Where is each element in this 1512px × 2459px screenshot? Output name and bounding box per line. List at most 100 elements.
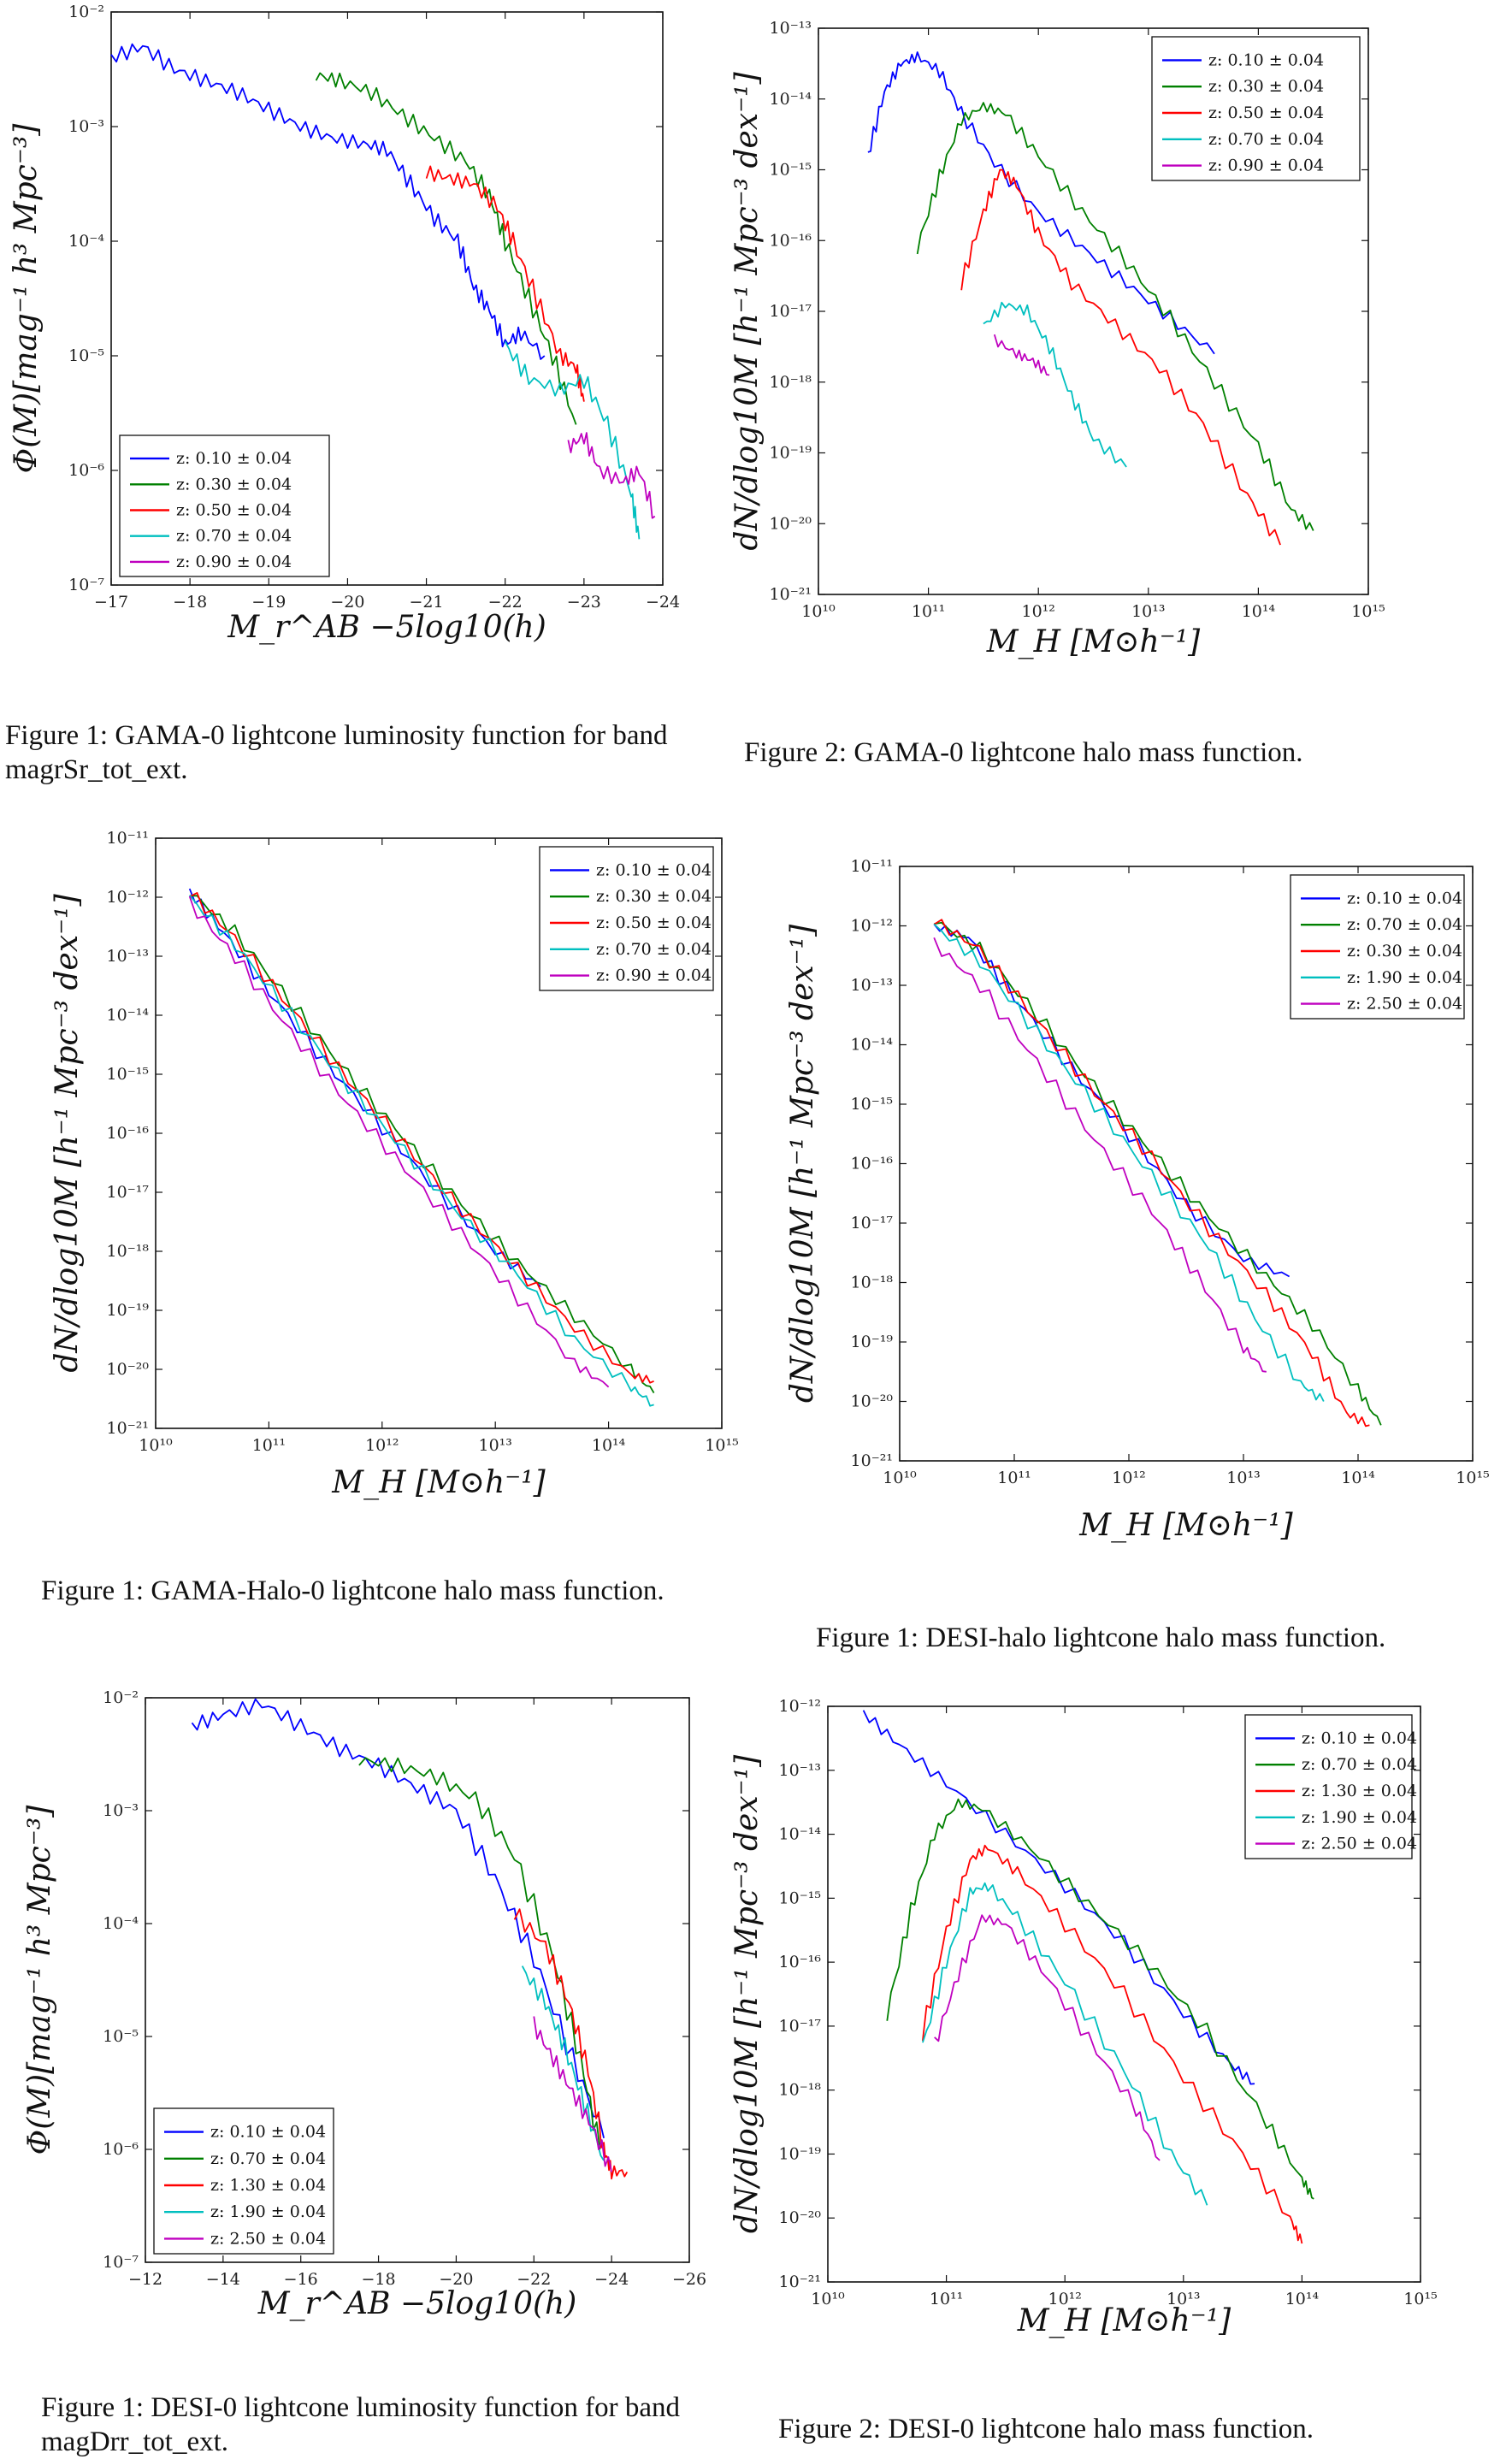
- x-tick-label: 10¹¹: [997, 1469, 1031, 1487]
- legend-label: z: 0.70 ± 0.04: [1347, 915, 1462, 934]
- y-tick-label: 10⁻⁷: [68, 576, 104, 594]
- y-tick-label: 10⁻⁶: [103, 2140, 139, 2159]
- y-axis-label: dN/dlog10M [h⁻¹ Mpc⁻³ dex⁻¹]: [785, 924, 820, 1403]
- y-tick-label: 10⁻¹⁸: [107, 1242, 150, 1261]
- x-tick-label: −21: [410, 593, 444, 612]
- legend-label: z: 0.90 ± 0.04: [176, 553, 292, 571]
- chart-desi0-luminosity-function: −12 −14 −16 −18 −20 −22 −24 −26 10⁻⁷ 10⁻⁶ 10⁻⁵ 10⁻⁴…: [0, 1676, 735, 2378]
- y-tick-label: 10⁻⁴: [103, 1914, 139, 1933]
- series-line-4: [934, 1914, 1161, 2161]
- x-tick-label: 10¹¹: [252, 1436, 286, 1455]
- y-tick-label: 10⁻¹⁵: [851, 1095, 893, 1114]
- x-axis-label: M_H [M⊙h⁻¹]: [1078, 1508, 1293, 1543]
- x-tick-label: −24: [594, 2270, 629, 2289]
- x-tick-label: −18: [362, 2270, 396, 2289]
- series-line-4: [533, 2016, 612, 2172]
- legend-label: z: 0.10 ± 0.04: [210, 2123, 326, 2142]
- y-tick-label: 10⁻³: [103, 1801, 139, 1820]
- y-tick-label: 10⁻¹⁶: [770, 231, 812, 250]
- y-tick-label: 10⁻⁵: [68, 346, 104, 365]
- figure-caption-2: Figure 1: GAMA-Halo-0 lightcone halo mas…: [41, 1575, 664, 1606]
- x-tick-label: 10¹¹: [912, 602, 945, 621]
- legend-label: z: 0.10 ± 0.04: [596, 860, 712, 879]
- series-line-3: [504, 340, 641, 540]
- y-axis-label: Φ(M)[mag⁻¹ h³ Mpc⁻³]: [9, 123, 44, 474]
- legend-label: z: 0.70 ± 0.04: [176, 527, 292, 546]
- x-tick-label: −26: [672, 2270, 706, 2289]
- series-line-4: [188, 896, 610, 1388]
- legend-label: z: 0.30 ± 0.04: [176, 475, 292, 494]
- chart-desi-halo-mass-function: 10¹⁰ 10¹¹ 10¹² 10¹³ 10¹⁴ 10¹⁵ 10⁻²¹ 10⁻²⁰ 10⁻¹⁹ 1…: [735, 851, 1512, 1587]
- y-tick-label: 10⁻⁷: [103, 2253, 139, 2272]
- y-tick-label: 10⁻¹³: [770, 19, 812, 38]
- y-tick-label: 10⁻¹⁵: [107, 1065, 149, 1084]
- legend-label: z: 0.10 ± 0.04: [1208, 50, 1324, 69]
- legend-label: z: 0.30 ± 0.04: [1208, 77, 1324, 96]
- x-tick-label: −17: [94, 593, 128, 612]
- chart-gama0-halo-mass-function: 10¹⁰ 10¹¹ 10¹² 10¹³ 10¹⁴ 10¹⁵ 10⁻²¹ 10⁻²⁰ 10⁻¹⁹ 1…: [729, 0, 1512, 684]
- y-tick-label: 10⁻¹⁴: [770, 90, 812, 109]
- y-tick-label: 10⁻⁶: [68, 461, 104, 480]
- x-tick-label: −22: [488, 593, 523, 612]
- chart-2-svg: 10¹⁰ 10¹¹ 10¹² 10¹³ 10¹⁴ 10¹⁵ 10⁻²¹ 10⁻²⁰ 10⁻¹⁹ 1…: [50, 829, 739, 1500]
- series-line-1: [189, 895, 655, 1394]
- y-tick-label: 10⁻¹⁹: [779, 2144, 822, 2163]
- y-tick-label: 10⁻¹⁴: [107, 1006, 150, 1025]
- chart-desi0-halo-mass-function: 10¹⁰ 10¹¹ 10¹² 10¹³ 10¹⁴ 10¹⁵ 10⁻²¹ 10⁻²⁰ 10⁻¹⁹ 1…: [729, 1685, 1512, 2378]
- x-tick-label: −16: [284, 2270, 318, 2289]
- legend-label: z: 2.50 ± 0.04: [210, 2229, 326, 2248]
- legend-label: z: 0.70 ± 0.04: [1208, 130, 1324, 149]
- legend-label: z: 1.30 ± 0.04: [1302, 1782, 1417, 1800]
- series-line-2: [933, 919, 1370, 1428]
- y-tick-label: 10⁻¹⁶: [851, 1155, 894, 1173]
- y-tick-label: 10⁻¹²: [851, 917, 893, 936]
- legend-label: z: 1.30 ± 0.04: [210, 2176, 326, 2195]
- y-tick-label: 10⁻¹⁶: [107, 1124, 150, 1143]
- series-line-2: [922, 1844, 1303, 2244]
- x-tick-label: 10¹²: [1021, 602, 1054, 621]
- series-line-3: [983, 301, 1127, 468]
- y-tick-label: 10⁻¹⁹: [770, 444, 812, 463]
- y-axis-label: dN/dlog10M [h⁻¹ Mpc⁻³ dex⁻¹]: [729, 1754, 765, 2233]
- chart-1-svg: 10¹⁰ 10¹¹ 10¹² 10¹³ 10¹⁴ 10¹⁵ 10⁻²¹ 10⁻²⁰ 10⁻¹⁹ 1…: [729, 19, 1385, 659]
- y-tick-label: 10⁻¹⁷: [851, 1214, 894, 1232]
- y-tick-label: 10⁻¹⁴: [779, 1825, 822, 1844]
- series-line-3: [521, 1965, 605, 2161]
- legend-label: z: 0.70 ± 0.04: [596, 940, 712, 959]
- x-tick-label: −24: [646, 593, 680, 612]
- x-tick-label: 10¹⁴: [1285, 2290, 1320, 2308]
- legend-label: z: 0.30 ± 0.04: [596, 887, 712, 906]
- y-tick-label: 10⁻²¹: [779, 2273, 821, 2291]
- chart-4-svg: −12 −14 −16 −18 −20 −22 −24 −26 10⁻⁷ 10⁻⁶ 10⁻⁵ 10⁻⁴…: [22, 1688, 706, 2321]
- x-tick-label: −12: [128, 2270, 162, 2289]
- x-tick-label: 10¹⁵: [1403, 2290, 1437, 2308]
- chart-gama-halo0-mass-function: 10¹⁰ 10¹¹ 10¹² 10¹³ 10¹⁴ 10¹⁵ 10⁻²¹ 10⁻²⁰ 10⁻¹⁹ 1…: [0, 817, 739, 1535]
- legend-label: z: 0.70 ± 0.04: [1302, 1755, 1417, 1774]
- legend-label: z: 0.10 ± 0.04: [176, 449, 292, 468]
- x-tick-label: −14: [206, 2270, 240, 2289]
- figure-caption-4: Figure 1: DESI-0 lightcone luminosity fu…: [41, 2392, 680, 2457]
- y-tick-label: 10⁻¹¹: [107, 829, 149, 848]
- y-tick-label: 10⁻¹⁵: [779, 1889, 821, 1907]
- y-tick-label: 10⁻⁴: [68, 232, 104, 251]
- x-tick-label: 10¹²: [365, 1436, 399, 1455]
- y-tick-label: 10⁻¹⁷: [770, 302, 812, 321]
- series-line-3: [922, 1882, 1208, 2206]
- y-tick-label: 10⁻¹⁷: [107, 1183, 150, 1202]
- chart-5-svg: 10¹⁰ 10¹¹ 10¹² 10¹³ 10¹⁴ 10¹⁵ 10⁻²¹ 10⁻²⁰ 10⁻¹⁹ 1…: [729, 1697, 1438, 2338]
- legend-label: z: 2.50 ± 0.04: [1302, 1835, 1417, 1853]
- y-tick-label: 10⁻¹⁸: [851, 1274, 894, 1292]
- y-tick-label: 10⁻²¹: [107, 1419, 149, 1438]
- y-tick-label: 10⁻¹²: [107, 888, 149, 907]
- series-line-1: [358, 1757, 601, 2150]
- series-line-4: [933, 937, 1267, 1373]
- legend-label: z: 1.90 ± 0.04: [1347, 968, 1462, 987]
- x-tick-label: 10¹³: [1131, 602, 1165, 621]
- x-tick-label: 10¹⁴: [1242, 602, 1276, 621]
- y-tick-label: 10⁻³: [68, 117, 104, 136]
- legend-label: z: 2.50 ± 0.04: [1347, 995, 1462, 1014]
- legend-label: z: 1.90 ± 0.04: [1302, 1808, 1417, 1827]
- y-tick-label: 10⁻¹²: [779, 1697, 821, 1716]
- x-tick-label: 10¹⁴: [1341, 1469, 1375, 1487]
- y-axis-label: dN/dlog10M [h⁻¹ Mpc⁻³ dex⁻¹]: [729, 71, 765, 550]
